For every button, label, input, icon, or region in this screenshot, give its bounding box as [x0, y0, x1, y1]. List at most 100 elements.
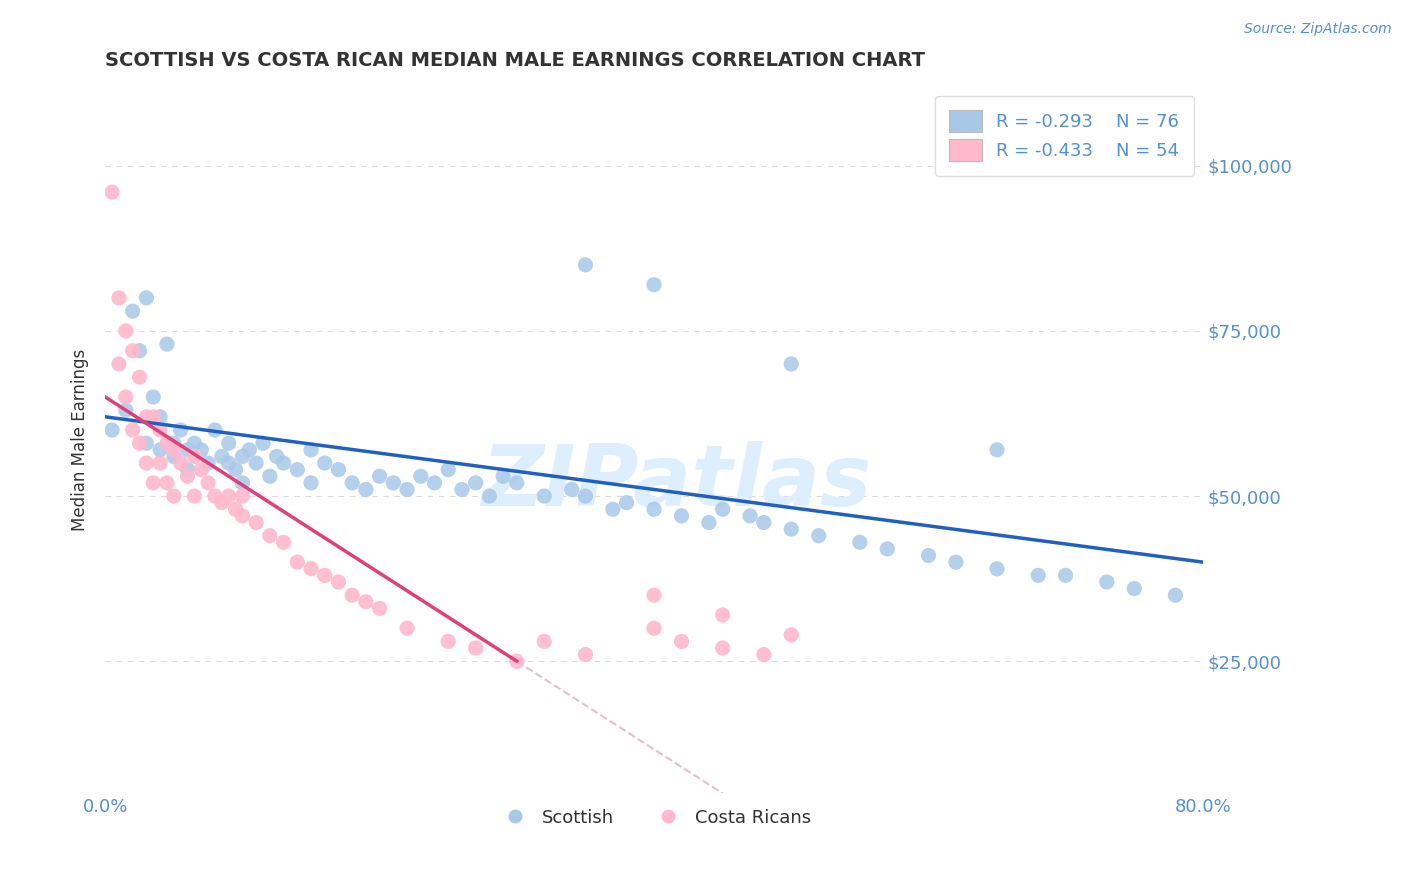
Point	[197, 456, 219, 470]
Point	[671, 634, 693, 648]
Point	[176, 463, 198, 477]
Point	[231, 508, 253, 523]
Point	[506, 475, 529, 490]
Point	[1054, 568, 1077, 582]
Point	[314, 456, 336, 470]
Point	[170, 456, 193, 470]
Point	[437, 634, 460, 648]
Point	[252, 436, 274, 450]
Point	[231, 489, 253, 503]
Point	[101, 185, 124, 199]
Point	[190, 442, 212, 457]
Point	[163, 450, 186, 464]
Point	[423, 475, 446, 490]
Point	[135, 436, 157, 450]
Point	[285, 555, 308, 569]
Point	[464, 640, 486, 655]
Point	[849, 535, 872, 549]
Point	[135, 409, 157, 424]
Point	[986, 562, 1008, 576]
Point	[533, 634, 555, 648]
Point	[231, 450, 253, 464]
Point	[451, 483, 474, 497]
Point	[314, 568, 336, 582]
Point	[1123, 582, 1146, 596]
Point	[574, 258, 596, 272]
Point	[533, 489, 555, 503]
Point	[176, 469, 198, 483]
Point	[780, 522, 803, 536]
Point	[643, 588, 665, 602]
Text: SCOTTISH VS COSTA RICAN MEDIAN MALE EARNINGS CORRELATION CHART: SCOTTISH VS COSTA RICAN MEDIAN MALE EARN…	[105, 51, 925, 70]
Point	[225, 502, 247, 516]
Point	[478, 489, 501, 503]
Point	[299, 442, 322, 457]
Point	[752, 516, 775, 530]
Point	[273, 535, 295, 549]
Point	[225, 463, 247, 477]
Point	[238, 442, 260, 457]
Point	[231, 475, 253, 490]
Point	[986, 442, 1008, 457]
Point	[780, 628, 803, 642]
Point	[1026, 568, 1049, 582]
Point	[1095, 574, 1118, 589]
Point	[211, 450, 233, 464]
Point	[697, 516, 720, 530]
Point	[163, 489, 186, 503]
Point	[128, 370, 150, 384]
Point	[176, 442, 198, 457]
Point	[218, 436, 240, 450]
Point	[259, 529, 281, 543]
Point	[464, 475, 486, 490]
Point	[340, 475, 363, 490]
Point	[163, 442, 186, 457]
Point	[135, 291, 157, 305]
Point	[128, 343, 150, 358]
Point	[183, 436, 205, 450]
Point	[121, 423, 143, 437]
Point	[218, 489, 240, 503]
Point	[121, 343, 143, 358]
Point	[183, 450, 205, 464]
Point	[156, 475, 179, 490]
Point	[149, 423, 172, 437]
Point	[163, 436, 186, 450]
Point	[245, 516, 267, 530]
Point	[204, 423, 226, 437]
Point	[561, 483, 583, 497]
Point	[156, 337, 179, 351]
Point	[711, 502, 734, 516]
Point	[917, 549, 939, 563]
Point	[711, 607, 734, 622]
Point	[149, 409, 172, 424]
Point	[340, 588, 363, 602]
Point	[121, 304, 143, 318]
Point	[190, 463, 212, 477]
Point	[780, 357, 803, 371]
Point	[945, 555, 967, 569]
Point	[149, 442, 172, 457]
Point	[273, 456, 295, 470]
Point	[114, 324, 136, 338]
Point	[285, 463, 308, 477]
Point	[183, 489, 205, 503]
Point	[245, 456, 267, 470]
Point	[643, 277, 665, 292]
Point	[299, 475, 322, 490]
Point	[142, 390, 165, 404]
Point	[574, 648, 596, 662]
Point	[114, 403, 136, 417]
Point	[328, 574, 350, 589]
Point	[101, 423, 124, 437]
Text: Source: ZipAtlas.com: Source: ZipAtlas.com	[1244, 22, 1392, 37]
Point	[266, 450, 288, 464]
Point	[211, 496, 233, 510]
Point	[204, 489, 226, 503]
Point	[671, 508, 693, 523]
Point	[876, 541, 898, 556]
Point	[807, 529, 830, 543]
Point	[170, 423, 193, 437]
Point	[738, 508, 761, 523]
Point	[114, 390, 136, 404]
